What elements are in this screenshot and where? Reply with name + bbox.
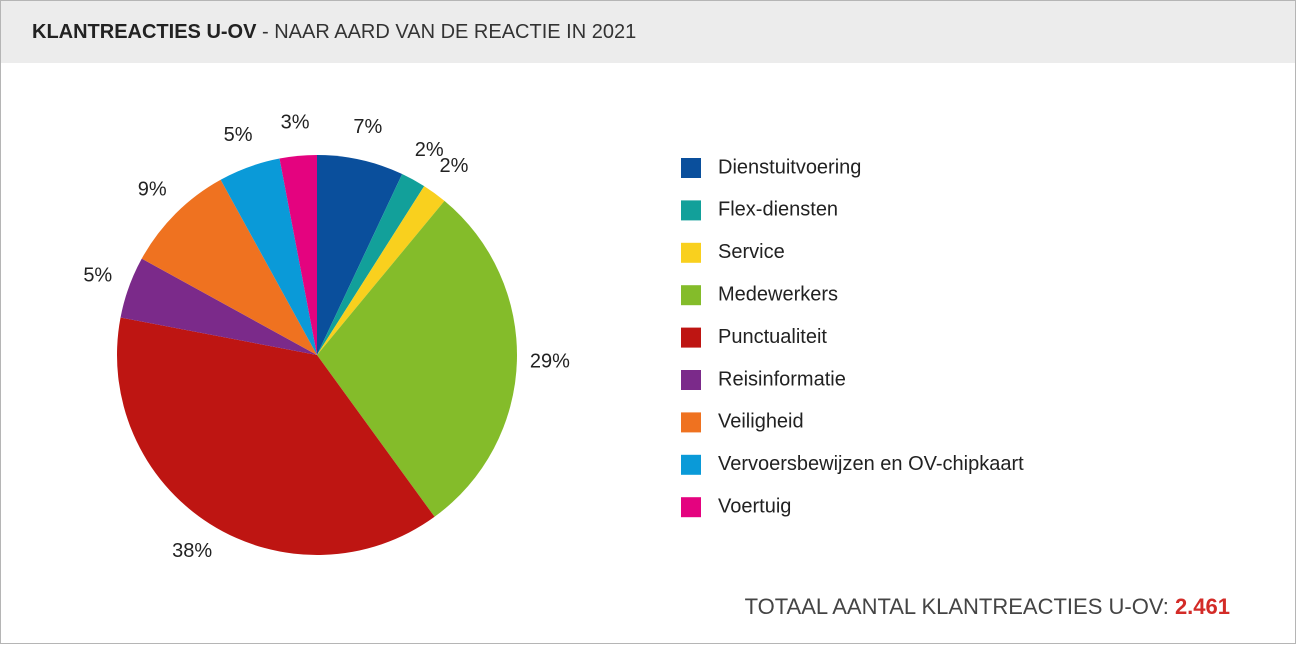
pie-slice <box>220 158 317 355</box>
legend-label: Punctualiteit <box>718 326 827 348</box>
legend-label: Dienstuitvoering <box>718 156 861 178</box>
pie-slice <box>317 200 518 517</box>
chart-subtitle: - NAAR AARD VAN DE REACTIE IN 2021 <box>262 21 636 43</box>
pie-slice <box>317 174 425 355</box>
legend-swatch <box>681 200 701 221</box>
header: KLANTREACTIES U-OV - NAAR AARD VAN DE RE… <box>32 21 636 43</box>
legend-swatch <box>681 370 701 390</box>
chart-title: KLANTREACTIES U-OV <box>32 21 257 43</box>
legend-swatch <box>681 497 701 518</box>
legend-label: Service <box>718 241 785 263</box>
legend-label: Veiligheid <box>718 411 804 433</box>
pie-slice <box>120 258 318 355</box>
legend-swatch <box>681 242 701 263</box>
data-label: 7% <box>353 116 382 138</box>
data-label: 5% <box>224 124 253 146</box>
legend-label: Medewerkers <box>718 283 838 305</box>
data-label: 2% <box>440 155 469 177</box>
legend-swatch <box>681 158 701 178</box>
data-label: 5% <box>83 264 112 286</box>
header-band <box>1 1 1295 63</box>
pie-slice <box>141 179 317 355</box>
pie-slice <box>117 317 435 555</box>
legend-label: Reisinformatie <box>718 368 846 390</box>
total-label: TOTAAL AANTAL KLANTREACTIES U-OV: <box>745 594 1169 619</box>
legend-label: Voertuig <box>718 495 791 517</box>
legend-swatch <box>681 285 701 306</box>
legend-swatch <box>681 454 701 475</box>
data-label: 9% <box>138 179 167 201</box>
legend-swatch <box>681 412 701 433</box>
total-value: 2.461 <box>1175 594 1230 619</box>
data-label: 2% <box>415 139 444 161</box>
pie-slice <box>317 186 445 355</box>
data-label: 38% <box>172 540 212 562</box>
legend-label: Flex-diensten <box>718 199 838 221</box>
data-label: 29% <box>530 351 570 373</box>
legend-label: Vervoersbewijzen en OV-chipkaart <box>718 453 1024 475</box>
data-label: 3% <box>281 111 310 133</box>
pie-slice <box>279 155 317 355</box>
legend-swatch <box>681 327 701 348</box>
total-line: TOTAAL AANTAL KLANTREACTIES U-OV: 2.461 <box>745 594 1230 619</box>
pie-slice <box>317 155 403 355</box>
